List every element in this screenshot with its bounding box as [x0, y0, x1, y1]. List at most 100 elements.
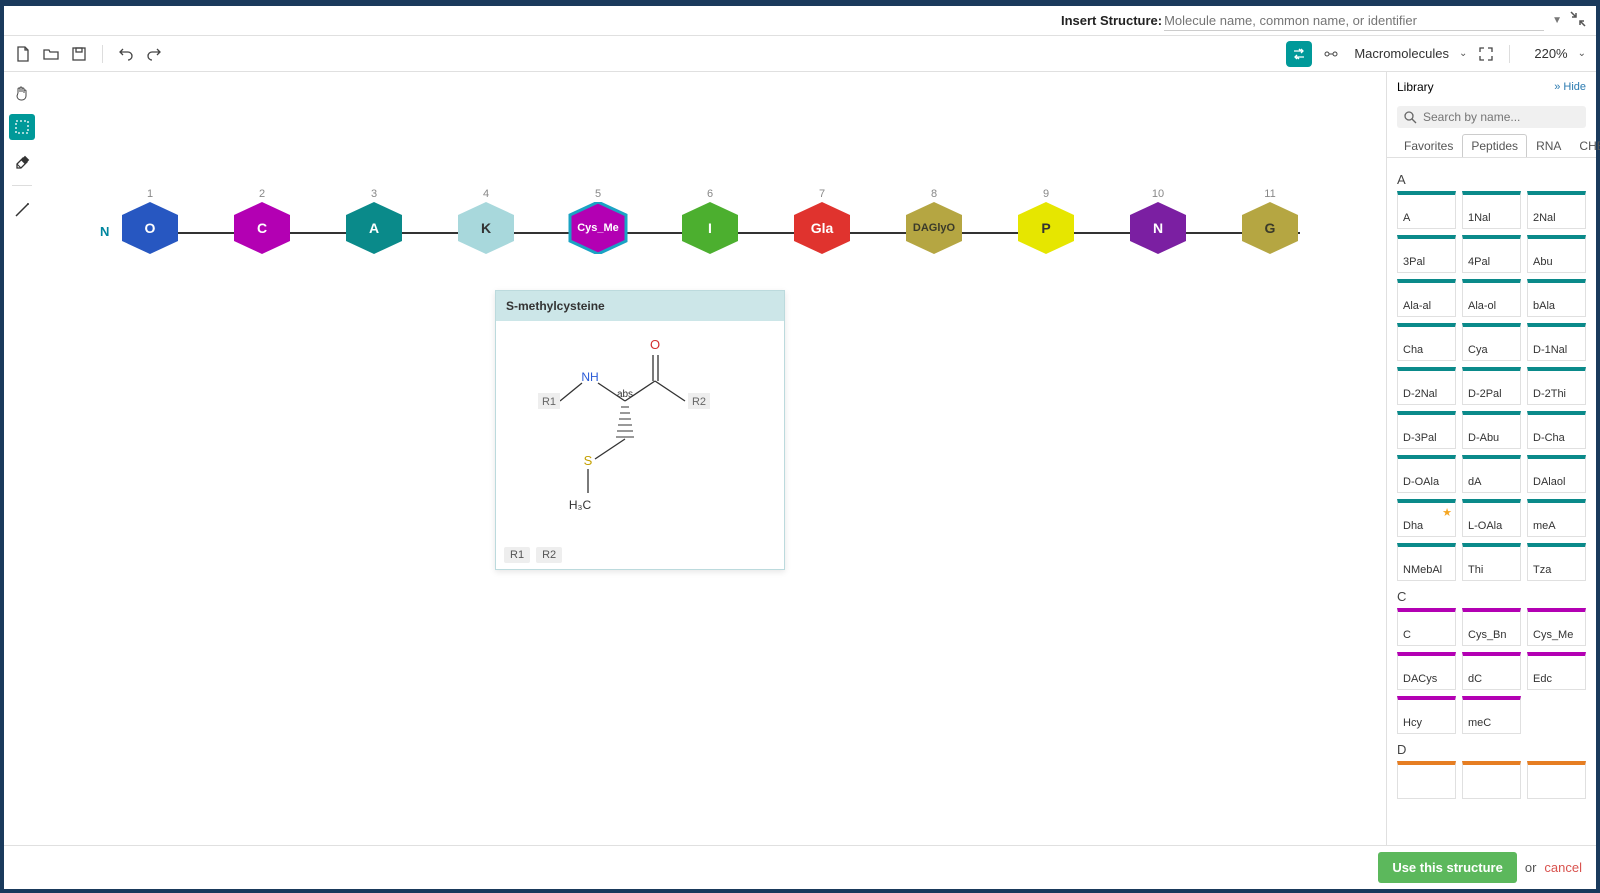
monomer-node[interactable]: 1 O: [120, 202, 180, 262]
monomer-label: G: [1265, 220, 1276, 236]
library-monomer[interactable]: Hcy: [1397, 696, 1456, 734]
library-monomer[interactable]: Thi: [1462, 543, 1521, 581]
footer: Use this structure or cancel: [4, 845, 1596, 889]
library-monomer[interactable]: Cys_Bn: [1462, 608, 1521, 646]
redo-icon[interactable]: [145, 45, 163, 63]
library-monomer[interactable]: D-Abu: [1462, 411, 1521, 449]
monomer-name: bAla: [1533, 300, 1555, 312]
library-tab[interactable]: CHEM: [1570, 134, 1600, 157]
library-monomer[interactable]: Ala-ol: [1462, 279, 1521, 317]
search-icon: [1403, 110, 1417, 124]
monomer-label: K: [481, 220, 491, 236]
library-monomer[interactable]: 3Pal: [1397, 235, 1456, 273]
library-monomer[interactable]: 4Pal: [1462, 235, 1521, 273]
library-search[interactable]: [1397, 106, 1586, 128]
select-tool[interactable]: [9, 114, 35, 140]
toolbar-sep: [102, 45, 103, 63]
monomer-node[interactable]: 8 DAGlyO: [904, 202, 964, 262]
open-folder-icon[interactable]: [42, 45, 60, 63]
library-monomer[interactable]: Abu: [1527, 235, 1586, 273]
library-monomer[interactable]: DACys: [1397, 652, 1456, 690]
library-monomer[interactable]: ★Dha: [1397, 499, 1456, 537]
library-monomer[interactable]: [1462, 761, 1521, 799]
library-monomer[interactable]: Edc: [1527, 652, 1586, 690]
monomer-node[interactable]: 2 C: [232, 202, 292, 262]
hand-tool[interactable]: [9, 80, 35, 106]
library-monomer[interactable]: DAlaol: [1527, 455, 1586, 493]
monomer-index: 11: [1240, 188, 1300, 200]
library-group-label: D: [1397, 742, 1586, 757]
library-monomer[interactable]: A: [1397, 191, 1456, 229]
footer-or: or: [1525, 860, 1537, 875]
monomer-node[interactable]: 5 Cys_Me: [568, 202, 628, 262]
mode-toggle-button[interactable]: [1286, 41, 1312, 67]
library-tab[interactable]: RNA: [1527, 134, 1570, 157]
library-monomer[interactable]: D-OAla: [1397, 455, 1456, 493]
svg-text:abs: abs: [617, 389, 633, 400]
library-monomer[interactable]: Tza: [1527, 543, 1586, 581]
cancel-link[interactable]: cancel: [1544, 860, 1582, 875]
macromolecules-chevron-icon[interactable]: ⌄: [1459, 48, 1467, 59]
library-monomer[interactable]: dC: [1462, 652, 1521, 690]
monomer-name: Ala-ol: [1468, 300, 1496, 312]
insert-structure-input[interactable]: [1164, 11, 1544, 31]
erase-tool[interactable]: [9, 148, 35, 174]
library-monomer[interactable]: Cys_Me: [1527, 608, 1586, 646]
bond-tool[interactable]: [9, 197, 35, 223]
library-monomer[interactable]: Ala-al: [1397, 279, 1456, 317]
library-monomer[interactable]: NMebAl: [1397, 543, 1456, 581]
monomer-node[interactable]: 10 N: [1128, 202, 1188, 262]
library-monomer[interactable]: D-2Pal: [1462, 367, 1521, 405]
monomer-node[interactable]: 3 A: [344, 202, 404, 262]
monomer-label: Cys_Me: [577, 222, 619, 234]
library-monomer[interactable]: bAla: [1527, 279, 1586, 317]
library-monomer[interactable]: D-3Pal: [1397, 411, 1456, 449]
library-monomer[interactable]: [1397, 761, 1456, 799]
library-monomer[interactable]: [1527, 761, 1586, 799]
new-file-icon[interactable]: [14, 45, 32, 63]
canvas[interactable]: N 1 O 2 C 3: [40, 72, 1386, 845]
library-monomer[interactable]: meA: [1527, 499, 1586, 537]
monomer-index: 10: [1128, 188, 1188, 200]
zoom-level[interactable]: 220%: [1534, 46, 1567, 61]
monomer-node[interactable]: 6 I: [680, 202, 740, 262]
library-monomer[interactable]: D-2Thi: [1527, 367, 1586, 405]
monomer-index: 3: [344, 188, 404, 200]
library-monomer[interactable]: 1Nal: [1462, 191, 1521, 229]
library-monomer[interactable]: D-2Nal: [1397, 367, 1456, 405]
monomer-name: Tza: [1533, 564, 1551, 576]
library-monomer[interactable]: C: [1397, 608, 1456, 646]
library-monomer[interactable]: dA: [1462, 455, 1521, 493]
insert-dropdown-icon[interactable]: ▼: [1552, 15, 1562, 26]
library-list[interactable]: AA1Nal2Nal3Pal4PalAbuAla-alAla-olbAlaCha…: [1387, 158, 1596, 845]
use-structure-button[interactable]: Use this structure: [1378, 852, 1517, 883]
monomer-index: 7: [792, 188, 852, 200]
monomer-node[interactable]: 11 G: [1240, 202, 1300, 262]
library-hide-link[interactable]: » Hide: [1554, 81, 1586, 93]
library-monomer[interactable]: D-Cha: [1527, 411, 1586, 449]
monomer-node[interactable]: 4 K: [456, 202, 516, 262]
monomer-name: Ala-al: [1403, 300, 1431, 312]
library-group-label: A: [1397, 172, 1586, 187]
monomer-name: D-2Thi: [1533, 388, 1566, 400]
library-monomer[interactable]: L-OAla: [1462, 499, 1521, 537]
library-monomer[interactable]: meC: [1462, 696, 1521, 734]
monomer-name: D-2Nal: [1403, 388, 1437, 400]
monomer-label: O: [145, 220, 156, 236]
library-search-input[interactable]: [1423, 110, 1580, 124]
zoom-chevron-icon[interactable]: ⌄: [1578, 48, 1586, 59]
library-tab[interactable]: Peptides: [1462, 134, 1527, 157]
undo-icon[interactable]: [117, 45, 135, 63]
save-icon[interactable]: [70, 45, 88, 63]
monomer-node[interactable]: 9 P: [1016, 202, 1076, 262]
library-monomer[interactable]: D-1Nal: [1527, 323, 1586, 361]
library-monomer[interactable]: Cya: [1462, 323, 1521, 361]
monomer-node[interactable]: 7 Gla: [792, 202, 852, 262]
library-tab[interactable]: Favorites: [1395, 134, 1462, 157]
library-monomer[interactable]: Cha: [1397, 323, 1456, 361]
peptide-chain: N 1 O 2 C 3: [100, 160, 1366, 280]
expand-icon[interactable]: [1477, 45, 1495, 63]
monomer-name: meA: [1533, 520, 1556, 532]
collapse-icon[interactable]: [1570, 11, 1586, 30]
library-monomer[interactable]: 2Nal: [1527, 191, 1586, 229]
